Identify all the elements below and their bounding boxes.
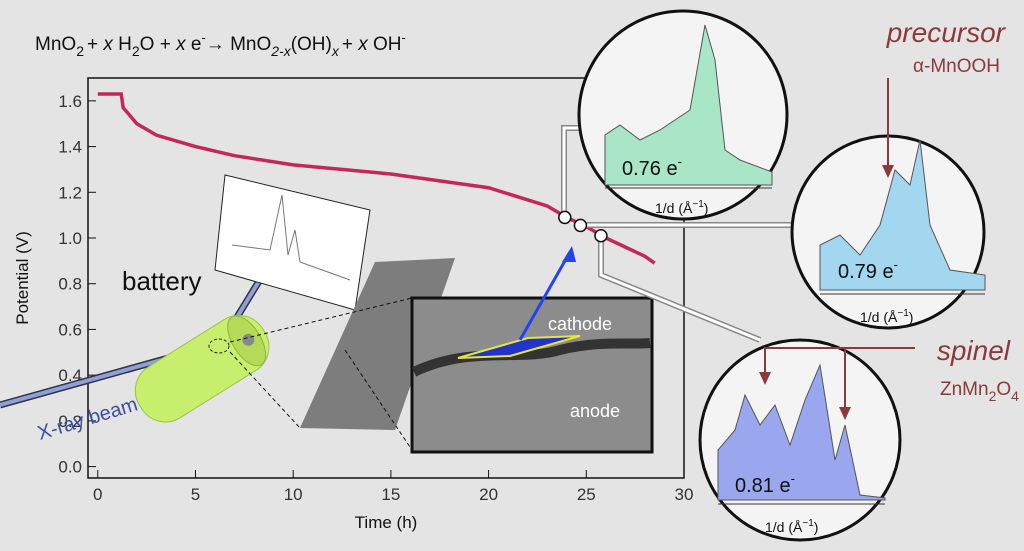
spectrum — [819, 139, 986, 291]
y-tick-label: 1.6 — [58, 92, 82, 111]
spectrum — [604, 24, 773, 186]
pattern-trace — [231, 194, 351, 281]
y-tick-label: 1.4 — [58, 138, 82, 157]
inset-label: 0.81 e- — [735, 471, 795, 497]
cathode-label: cathode — [548, 314, 612, 334]
spinel-formula: ZnMn2O4 — [940, 379, 1019, 404]
inset-axis-label: 1/d (Å−1) — [765, 518, 818, 535]
leader — [599, 235, 761, 342]
battery-cell — [134, 314, 270, 423]
marker — [594, 228, 608, 243]
marker — [573, 218, 588, 233]
inset-label: 0.76 e- — [622, 154, 682, 180]
x-tick-label: 5 — [191, 485, 200, 504]
cathode-region — [457, 335, 581, 359]
spot — [208, 338, 230, 354]
precursor-formula: α-MnOOH — [913, 56, 1000, 77]
anode-label: anode — [570, 401, 620, 421]
zoom-line — [229, 351, 301, 429]
arrow-head — [882, 165, 894, 178]
annotations: precursor α-MnOOH spinel ZnMn2O4 — [759, 17, 1019, 420]
inset-axis-label: 1/d (Å−1) — [860, 308, 913, 325]
x-tick-label: 20 — [479, 485, 498, 504]
arrow — [764, 347, 915, 375]
y-axis-label: Potential (V) — [13, 231, 32, 325]
equation: MnO2 + x H2O + x e-→ MnO2-x(OH)x + x OH- — [35, 30, 406, 59]
arrow — [518, 251, 572, 341]
inset-axis-label: 1/d (Å−1) — [655, 199, 708, 216]
zoom-line — [229, 297, 413, 343]
y-tick-label: 0.0 — [58, 458, 82, 477]
arrow-head — [759, 372, 771, 385]
interface — [411, 338, 651, 377]
leaders — [561, 125, 795, 343]
zoom-line — [344, 349, 413, 451]
spectrum — [717, 363, 886, 501]
arrow-head — [562, 246, 576, 262]
precursor-label: precursor — [886, 17, 1007, 48]
x-tick-label: 30 — [675, 485, 694, 504]
battery-illustration: battery X-ray beam cathode anode — [0, 174, 654, 454]
inset: 0.76 e- 1/d (Å−1) — [577, 9, 789, 221]
y-tick-label: 1.0 — [58, 229, 82, 248]
x-axis-label: Time (h) — [355, 513, 418, 532]
plot-frame — [87, 77, 685, 479]
y-tick-label: 1.2 — [58, 183, 82, 202]
spinel-label: spinel — [937, 335, 1011, 366]
x-tick-label: 25 — [577, 485, 596, 504]
y-tick-label: 0.8 — [58, 275, 82, 294]
arrow-head — [839, 407, 851, 420]
battery-label: battery — [122, 266, 202, 296]
micrograph — [410, 296, 654, 454]
y-tick-label: 0.2 — [58, 412, 82, 431]
plot: 0 5 10 15 20 25 300.00.20.40.60.81.01.21.41.6T… — [13, 77, 694, 532]
y-tick-label: 0.6 — [58, 320, 82, 339]
x-tick-label: 15 — [381, 485, 400, 504]
x-tick-label: 10 — [284, 485, 303, 504]
inset-label: 0.79 e- — [838, 257, 898, 283]
data-line — [97, 92, 656, 265]
x-tick-label: 0 — [93, 485, 102, 504]
marker — [558, 210, 572, 225]
inset: 0.81 e- 1/d (Å−1) — [698, 338, 902, 542]
